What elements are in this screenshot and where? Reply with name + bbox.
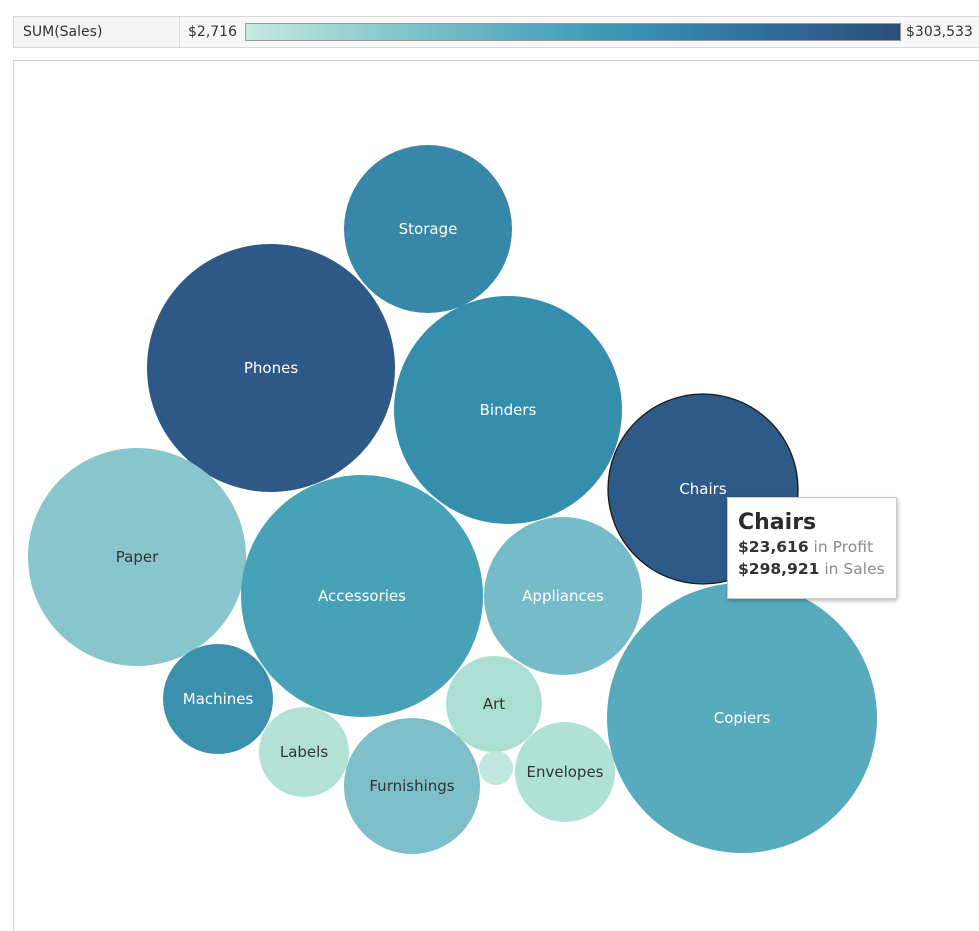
bubble-label-furnishings: Furnishings: [369, 777, 454, 795]
bubble-label-phones: Phones: [244, 359, 298, 377]
bubble-label-accessories: Accessories: [318, 587, 406, 605]
bubble-label-labels: Labels: [280, 743, 328, 761]
bubble-machines[interactable]: [163, 644, 273, 754]
bubble-label-paper: Paper: [116, 548, 159, 566]
bubble-label-appliances: Appliances: [522, 587, 604, 605]
tooltip-sales-suffix: in Sales: [824, 560, 885, 578]
legend-gradient[interactable]: [245, 23, 901, 41]
bubble-art[interactable]: [446, 656, 542, 752]
bubble-storage[interactable]: [344, 145, 512, 313]
bubble-label-machines: Machines: [183, 690, 254, 708]
bubble-label-envelopes: Envelopes: [527, 763, 604, 781]
bubble-unlabeled[interactable]: [479, 751, 513, 785]
bubble-label-copiers: Copiers: [714, 709, 771, 727]
bubble-label-chairs: Chairs: [679, 480, 727, 498]
tooltip-profit-suffix: in Profit: [813, 538, 874, 556]
bubble-binders[interactable]: [394, 296, 622, 524]
legend-field-label: SUM(Sales): [14, 17, 180, 47]
legend-min-label: $2,716: [188, 24, 237, 40]
tooltip-sales-value: $298,921: [738, 560, 820, 578]
bubble-label-art: Art: [483, 695, 505, 713]
bubble-appliances[interactable]: [484, 517, 642, 675]
bubble-phones[interactable]: [147, 244, 395, 492]
bubble-envelopes[interactable]: [515, 722, 615, 822]
bubble-accessories[interactable]: [241, 475, 483, 717]
color-legend: SUM(Sales) $2,716 $303,533: [13, 16, 979, 48]
bubble-label-storage: Storage: [399, 220, 458, 238]
bubble-copiers[interactable]: [607, 583, 877, 853]
tooltip-title: Chairs: [738, 510, 817, 535]
bubble-label-binders: Binders: [480, 401, 537, 419]
tooltip-sales-line: $298,921 in Sales: [738, 558, 896, 580]
legend-max-label: $303,533: [906, 24, 973, 40]
bubble-furnishings[interactable]: [344, 718, 480, 854]
bubble-paper[interactable]: [28, 448, 246, 666]
tooltip-profit-value: $23,616: [738, 538, 809, 556]
tooltip-profit-line: $23,616 in Profit: [738, 536, 896, 558]
tooltip: Chairs $23,616 in Profit $298,921 in Sal…: [727, 497, 897, 599]
bubble-labels[interactable]: [259, 707, 349, 797]
